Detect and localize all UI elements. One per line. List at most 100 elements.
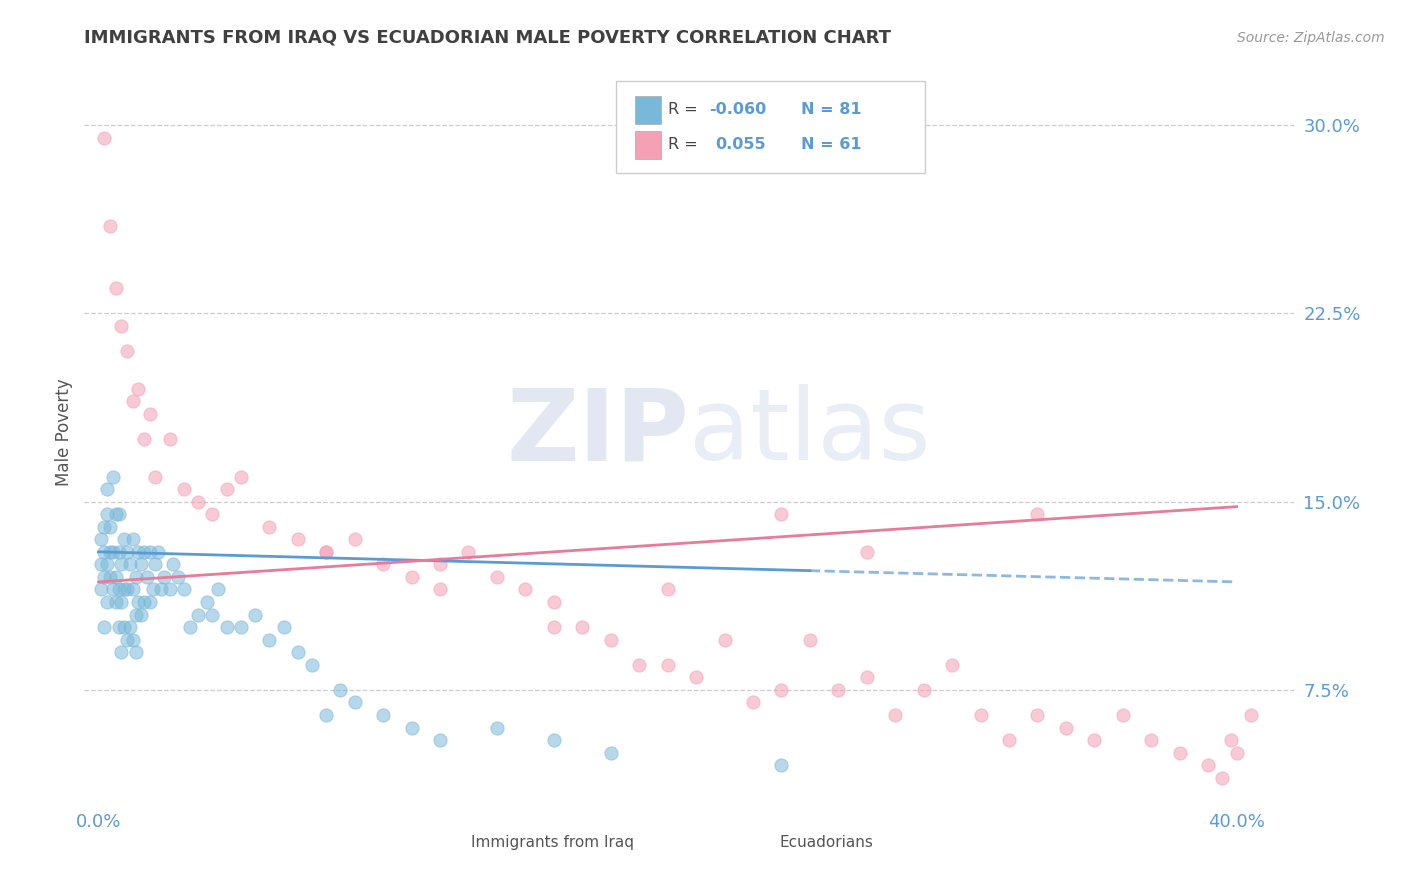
Point (159, 582, 181, 597)
Point (167, 570, 190, 584)
Point (127, 595, 149, 609)
Point (855, 670, 877, 684)
Point (124, 645, 146, 659)
Point (429, 733, 451, 747)
Point (457, 545, 479, 559)
Point (98, 570, 121, 584)
Point (301, 657, 323, 672)
Point (142, 582, 165, 597)
Point (112, 533, 135, 547)
Point (107, 507, 129, 521)
Point (139, 545, 162, 559)
Text: Ecuadorians: Ecuadorians (780, 835, 873, 850)
Point (485, 721, 508, 735)
Point (93, 130, 115, 145)
Point (101, 545, 124, 559)
FancyBboxPatch shape (434, 832, 461, 853)
Point (485, 570, 508, 584)
Point (98, 520, 121, 534)
Text: Immigrants from Iraq: Immigrants from Iraq (471, 835, 634, 850)
Text: atlas: atlas (689, 384, 931, 481)
FancyBboxPatch shape (634, 130, 661, 159)
Point (121, 533, 143, 547)
Point (799, 632, 821, 647)
Point (118, 558, 141, 572)
Point (1026, 708, 1049, 723)
Point (115, 344, 138, 359)
Point (132, 545, 155, 559)
Point (1211, 771, 1233, 785)
Point (104, 570, 127, 584)
Point (132, 432, 155, 446)
Point (969, 708, 991, 723)
Point (187, 607, 209, 622)
Point (429, 558, 451, 572)
Point (315, 545, 337, 559)
Point (145, 558, 167, 572)
Point (124, 570, 146, 584)
Y-axis label: Male Poverty: Male Poverty (55, 379, 73, 486)
Point (107, 582, 129, 597)
Point (101, 469, 124, 483)
Point (543, 733, 565, 747)
Point (101, 582, 124, 597)
Point (145, 469, 167, 483)
Point (259, 632, 281, 647)
Point (685, 670, 707, 684)
Point (98, 545, 121, 559)
Point (343, 533, 366, 547)
Point (107, 620, 129, 634)
Point (139, 595, 162, 609)
Point (115, 582, 138, 597)
Point (115, 632, 138, 647)
Point (121, 582, 143, 597)
Point (112, 620, 135, 634)
Point (153, 570, 176, 584)
Text: R =: R = (668, 137, 709, 153)
Point (543, 595, 565, 609)
Point (401, 570, 423, 584)
Point (599, 632, 621, 647)
Point (770, 758, 793, 772)
Point (329, 682, 352, 697)
Point (998, 733, 1021, 747)
Point (107, 545, 129, 559)
Point (179, 620, 201, 634)
Point (827, 682, 849, 697)
Point (371, 558, 394, 572)
Point (343, 695, 366, 709)
FancyBboxPatch shape (744, 832, 770, 853)
Point (229, 620, 252, 634)
Point (148, 545, 170, 559)
Point (259, 520, 281, 534)
Point (96, 595, 118, 609)
Point (1219, 733, 1241, 747)
Point (93, 570, 115, 584)
Point (599, 746, 621, 760)
Point (543, 620, 565, 634)
Point (515, 582, 537, 597)
Point (371, 708, 394, 723)
Point (657, 657, 679, 672)
Text: -0.060: -0.060 (710, 103, 766, 118)
Point (315, 545, 337, 559)
Point (124, 607, 146, 622)
Point (1083, 733, 1105, 747)
Point (1240, 708, 1263, 723)
FancyBboxPatch shape (616, 81, 925, 173)
Point (159, 432, 181, 446)
Point (110, 558, 132, 572)
Point (129, 558, 152, 572)
Point (1197, 758, 1219, 772)
Point (96, 507, 118, 521)
Point (1226, 746, 1249, 760)
Point (96, 558, 118, 572)
Point (195, 595, 218, 609)
Point (571, 620, 593, 634)
Point (139, 407, 162, 421)
Point (215, 620, 238, 634)
Point (187, 494, 209, 508)
Point (273, 620, 295, 634)
Point (770, 682, 793, 697)
Point (713, 632, 735, 647)
